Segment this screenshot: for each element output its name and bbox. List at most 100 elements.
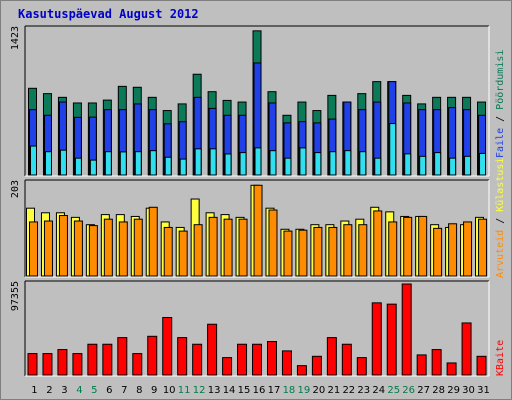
- day-label: 26: [402, 385, 415, 396]
- pages-bar: [104, 151, 112, 176]
- sites-bar: [253, 184, 263, 277]
- legend-entry: Pöördumisi: [495, 50, 506, 110]
- day-label: 16: [253, 385, 266, 396]
- kbytes-bar: [341, 343, 352, 376]
- sites-bar: [208, 216, 218, 277]
- panel-3-max-label: 97355: [10, 281, 21, 311]
- sites-bar: [433, 227, 443, 277]
- pages-bar: [314, 152, 322, 176]
- legend-entry: Külastusi: [495, 158, 506, 212]
- sites-bar: [29, 221, 38, 277]
- pages-bar: [359, 151, 367, 176]
- kbytes-bar: [192, 343, 203, 376]
- day-label: 17: [268, 385, 281, 396]
- pages-bar: [419, 155, 427, 176]
- kbytes-bar: [72, 353, 83, 376]
- pages-bar: [284, 157, 292, 176]
- pages-bar: [134, 151, 142, 176]
- sites-bar: [283, 230, 293, 277]
- pages-bar: [194, 148, 202, 176]
- kbytes-bar: [237, 343, 248, 376]
- legend-separator: /: [495, 110, 506, 128]
- pages-bar: [239, 152, 247, 176]
- pages-bar: [479, 152, 487, 176]
- day-label: 9: [151, 385, 157, 396]
- kbytes-bar: [461, 322, 472, 376]
- kbytes-bar: [27, 353, 38, 376]
- pages-bar: [164, 156, 172, 176]
- panel-1-max-label: 1423: [10, 26, 21, 50]
- day-label: 23: [357, 385, 370, 396]
- kbytes-bar: [117, 337, 128, 376]
- pages-bar: [30, 145, 37, 176]
- panel-2-max-label: 203: [10, 180, 21, 198]
- pages-bar: [209, 148, 217, 176]
- day-label: 31: [477, 385, 490, 396]
- day-label: 12: [193, 385, 206, 396]
- kbytes-bar: [207, 323, 218, 376]
- day-label: 3: [61, 385, 67, 396]
- legend-entry: Arvuteid: [495, 230, 506, 278]
- sites-bar: [313, 226, 323, 277]
- kbytes-bar: [476, 355, 487, 376]
- sites-bar: [43, 220, 53, 277]
- kbytes-bar: [281, 350, 292, 376]
- pages-bar: [329, 151, 337, 176]
- sites-bar: [148, 206, 158, 277]
- sites-bar: [478, 218, 488, 277]
- sites-bar: [88, 225, 98, 277]
- kbytes-bar: [162, 317, 173, 376]
- kbytes-bar: [266, 341, 277, 376]
- panel-3-legend: KBaite: [495, 340, 506, 376]
- kbytes-bar: [446, 362, 457, 376]
- pages-bar: [449, 157, 457, 176]
- sites-bar: [463, 221, 473, 277]
- kbytes-bar: [42, 353, 53, 376]
- pages-bar: [254, 147, 262, 176]
- pages-bar: [269, 150, 277, 176]
- pages-bar: [149, 150, 157, 176]
- sites-bar: [418, 215, 428, 277]
- sites-bar: [403, 216, 413, 277]
- kbytes-bar: [132, 353, 143, 376]
- panel-2-legend: Arvuteid / Külastusi: [495, 158, 506, 278]
- day-label: 25: [387, 385, 400, 396]
- kbytes-bar: [356, 357, 367, 376]
- sites-bar: [163, 226, 173, 277]
- pages-bar: [404, 153, 412, 176]
- kbytes-bar: [252, 343, 263, 376]
- day-label: 22: [342, 385, 355, 396]
- sites-bar: [238, 218, 248, 277]
- kbytes-bar: [386, 303, 397, 376]
- day-label: 28: [432, 385, 445, 396]
- sites-bar: [373, 210, 383, 277]
- legend-entry: KBaite: [495, 340, 506, 376]
- day-label: 20: [313, 385, 326, 396]
- day-label: 2: [46, 385, 52, 396]
- pages-bar: [344, 150, 352, 176]
- pages-bar: [374, 157, 382, 176]
- day-label: 7: [121, 385, 127, 396]
- legend-entry: Faile: [495, 128, 506, 158]
- kbytes-bar: [371, 302, 382, 376]
- day-label: 21: [327, 385, 340, 396]
- day-label: 29: [447, 385, 460, 396]
- day-label: 5: [91, 385, 97, 396]
- day-label: 1: [31, 385, 37, 396]
- sites-bar: [58, 215, 68, 277]
- day-label: 14: [223, 385, 236, 396]
- pages-bar: [224, 153, 232, 176]
- sites-bar: [268, 209, 278, 277]
- sites-bar: [223, 218, 233, 277]
- day-label: 10: [163, 385, 176, 396]
- day-label: 6: [106, 385, 112, 396]
- pages-bar: [464, 155, 472, 176]
- pages-bar: [74, 157, 82, 176]
- page-title: Kasutuspäevad August 2012: [18, 7, 199, 21]
- kbytes-bar: [222, 357, 233, 376]
- sites-bar: [178, 230, 188, 277]
- pages-bar: [119, 151, 127, 176]
- day-label: 27: [417, 385, 430, 396]
- kbytes-bar: [147, 335, 158, 376]
